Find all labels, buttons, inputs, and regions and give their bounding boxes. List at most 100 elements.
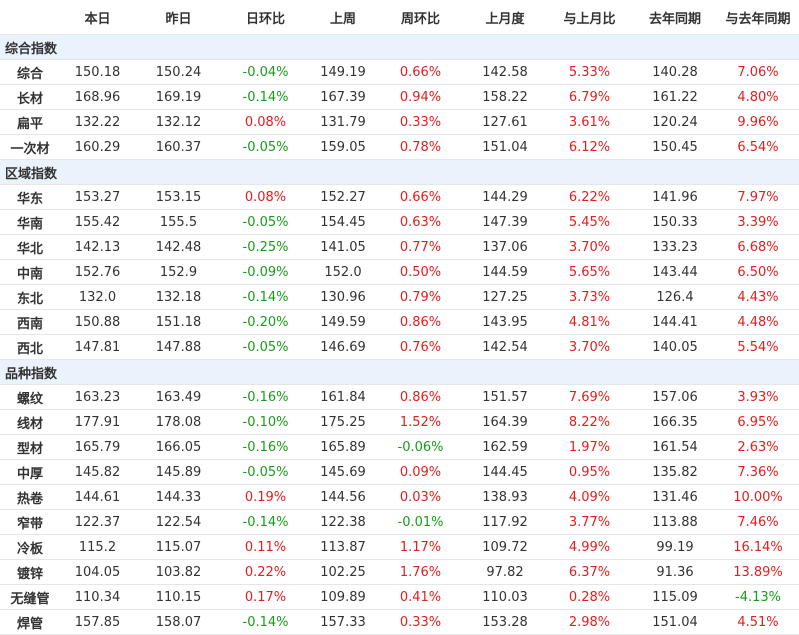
cell-item-name: 华东	[0, 184, 60, 210]
header-day-change: 日环比	[222, 0, 309, 35]
cell-last-month: 151.57	[464, 384, 546, 410]
cell-day-change: 0.22%	[222, 559, 309, 585]
cell-today: 122.37	[60, 509, 135, 535]
cell-last-year: 144.41	[633, 309, 717, 335]
cell-last-year: 161.54	[633, 434, 717, 460]
cell-week-change: 0.50%	[377, 259, 464, 285]
cell-today: 152.76	[60, 259, 135, 285]
cell-year-change: 4.51%	[717, 609, 799, 635]
cell-item-name: 线材	[0, 409, 60, 435]
cell-last-week: 102.25	[309, 559, 377, 585]
table-row: 线材 177.91 178.08 -0.10% 175.25 1.52% 164.39 8.2…	[0, 409, 799, 435]
cell-item-name: 西南	[0, 309, 60, 335]
header-last-year: 去年同期	[633, 0, 717, 35]
cell-today: 165.79	[60, 434, 135, 460]
cell-day-change: 0.19%	[222, 484, 309, 510]
cell-yesterday: 158.07	[135, 609, 222, 635]
cell-item-name: 一次材	[0, 134, 60, 160]
cell-week-change: 0.78%	[377, 134, 464, 160]
cell-year-change: 4.48%	[717, 309, 799, 335]
cell-week-change: -0.06%	[377, 434, 464, 460]
cell-item-name: 综合	[0, 59, 60, 85]
cell-month-change: 6.79%	[546, 84, 633, 110]
cell-year-change: 2.63%	[717, 434, 799, 460]
table-row: 华南 155.42 155.5 -0.05% 154.45 0.63% 147.39 5.45…	[0, 209, 799, 235]
cell-month-change: 4.99%	[546, 534, 633, 560]
cell-last-month: 162.59	[464, 434, 546, 460]
cell-last-month: 137.06	[464, 234, 546, 260]
cell-month-change: 6.22%	[546, 184, 633, 210]
cell-last-year: 126.4	[633, 284, 717, 310]
cell-day-change: -0.04%	[222, 59, 309, 85]
cell-month-change: 5.65%	[546, 259, 633, 285]
cell-today: 110.34	[60, 584, 135, 610]
cell-item-name: 型材	[0, 434, 60, 460]
cell-last-month: 110.03	[464, 584, 546, 610]
cell-day-change: -0.05%	[222, 209, 309, 235]
cell-week-change: -0.01%	[377, 509, 464, 535]
cell-week-change: 0.63%	[377, 209, 464, 235]
cell-week-change: 0.66%	[377, 184, 464, 210]
cell-last-month: 144.59	[464, 259, 546, 285]
cell-last-year: 133.23	[633, 234, 717, 260]
cell-week-change: 0.86%	[377, 384, 464, 410]
cell-last-year: 131.46	[633, 484, 717, 510]
cell-last-week: 122.38	[309, 509, 377, 535]
table-row: 镀锌 104.05 103.82 0.22% 102.25 1.76% 97.82 6.37%…	[0, 559, 799, 585]
table-row: 螺纹 163.23 163.49 -0.16% 161.84 0.86% 151.57 7.6…	[0, 384, 799, 410]
cell-last-month: 142.54	[464, 334, 546, 360]
cell-week-change: 0.76%	[377, 334, 464, 360]
cell-yesterday: 155.5	[135, 209, 222, 235]
cell-last-year: 141.96	[633, 184, 717, 210]
cell-year-change: 7.46%	[717, 509, 799, 535]
cell-day-change: -0.05%	[222, 459, 309, 485]
cell-week-change: 0.33%	[377, 609, 464, 635]
cell-last-year: 150.33	[633, 209, 717, 235]
section-title: 品种指数	[0, 359, 799, 385]
cell-yesterday: 122.54	[135, 509, 222, 535]
cell-year-change: 6.68%	[717, 234, 799, 260]
cell-last-month: 164.39	[464, 409, 546, 435]
table-row: 型材 165.79 166.05 -0.16% 165.89 -0.06% 162.59 1.…	[0, 434, 799, 460]
cell-last-week: 149.19	[309, 59, 377, 85]
table-row: 华北 142.13 142.48 -0.25% 141.05 0.77% 137.06 3.7…	[0, 234, 799, 260]
cell-day-change: -0.16%	[222, 384, 309, 410]
cell-week-change: 0.86%	[377, 309, 464, 335]
cell-item-name: 中南	[0, 259, 60, 285]
cell-last-week: 175.25	[309, 409, 377, 435]
cell-today: 150.18	[60, 59, 135, 85]
cell-item-name: 华南	[0, 209, 60, 235]
table-row: 东北 132.0 132.18 -0.14% 130.96 0.79% 127.25 3.73…	[0, 284, 799, 310]
section-title: 区域指数	[0, 159, 799, 185]
cell-item-name: 无缝管	[0, 584, 60, 610]
cell-last-week: 141.05	[309, 234, 377, 260]
cell-year-change: 6.54%	[717, 134, 799, 160]
cell-yesterday: 110.15	[135, 584, 222, 610]
cell-day-change: 0.11%	[222, 534, 309, 560]
cell-last-week: 130.96	[309, 284, 377, 310]
cell-last-year: 140.05	[633, 334, 717, 360]
cell-today: 157.85	[60, 609, 135, 635]
cell-yesterday: 147.88	[135, 334, 222, 360]
cell-last-month: 142.58	[464, 59, 546, 85]
cell-yesterday: 152.9	[135, 259, 222, 285]
cell-last-month: 158.22	[464, 84, 546, 110]
cell-week-change: 0.66%	[377, 59, 464, 85]
cell-today: 168.96	[60, 84, 135, 110]
cell-month-change: 3.61%	[546, 109, 633, 135]
cell-today: 104.05	[60, 559, 135, 585]
cell-last-month: 147.39	[464, 209, 546, 235]
cell-item-name: 热卷	[0, 484, 60, 510]
cell-day-change: -0.14%	[222, 509, 309, 535]
cell-year-change: 4.43%	[717, 284, 799, 310]
cell-year-change: 7.97%	[717, 184, 799, 210]
cell-today: 147.81	[60, 334, 135, 360]
cell-last-month: 138.93	[464, 484, 546, 510]
cell-week-change: 1.76%	[377, 559, 464, 585]
cell-week-change: 1.52%	[377, 409, 464, 435]
cell-yesterday: 166.05	[135, 434, 222, 460]
cell-year-change: 3.39%	[717, 209, 799, 235]
cell-today: 132.22	[60, 109, 135, 135]
cell-last-week: 159.05	[309, 134, 377, 160]
cell-last-year: 143.44	[633, 259, 717, 285]
